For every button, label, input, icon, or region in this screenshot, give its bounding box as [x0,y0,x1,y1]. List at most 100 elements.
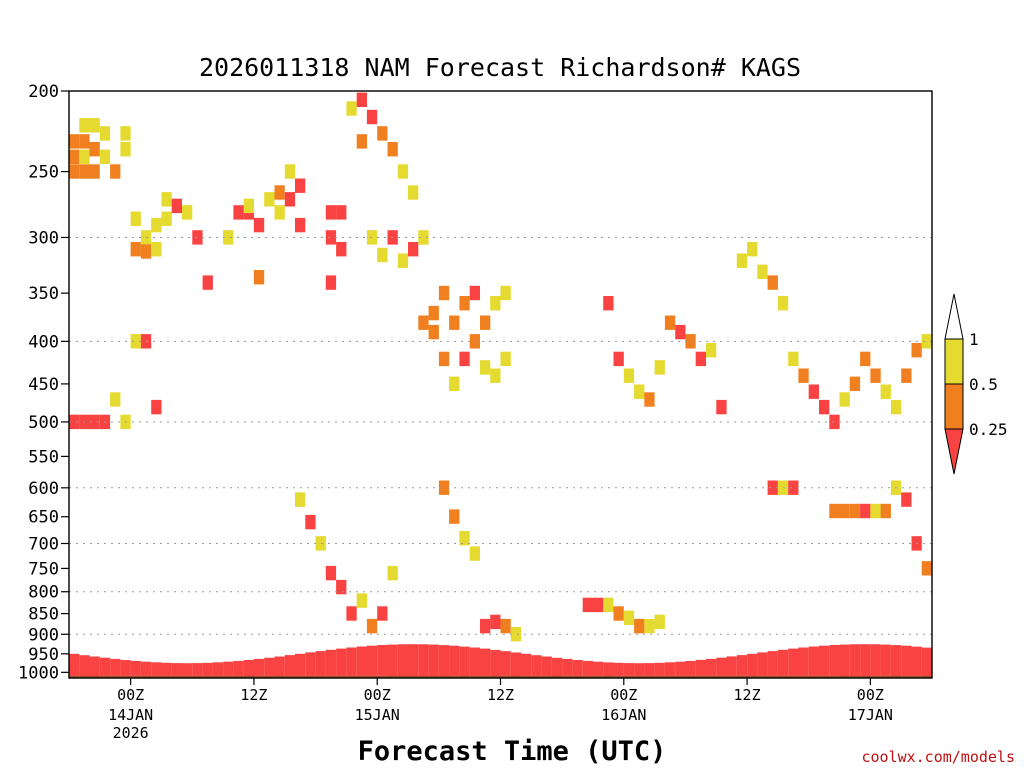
heatmap-cell [182,205,193,220]
heatmap-cell [438,351,450,367]
heatmap-cell [325,230,337,245]
heatmap-cell [736,253,748,268]
boundary-layer-cell [521,653,532,676]
boundary-layer-cell [408,644,419,676]
boundary-layer-cell [120,660,131,676]
heatmap-cell [654,360,665,375]
y-tick-label: 550 [28,447,59,467]
heatmap-cell [336,205,347,220]
heatmap-cell [377,247,388,263]
boundary-layer-cell [182,663,193,676]
heatmap-cell [295,492,306,507]
boundary-layer-cell [325,649,337,676]
heatmap-cell [356,134,367,149]
plot-area [69,92,932,678]
boundary-layer-cell [829,645,840,676]
heatmap-cell [79,164,90,179]
heatmap-cell [613,351,624,367]
heatmap-cell [130,211,141,226]
boundary-layer-cell [387,644,398,676]
heatmap-cell [99,126,111,141]
heatmap-cell [890,399,902,415]
heatmap-cell [295,178,306,193]
heatmap-cell [490,614,501,630]
heatmap-cell [397,164,409,179]
boundary-layer-cell [767,651,778,676]
boundary-layer-cell [469,647,480,676]
boundary-layer-cell [613,662,624,676]
heatmap-cell [500,351,511,367]
boundary-layer-cell [747,653,758,676]
heatmap-cell [469,285,480,301]
boundary-layer-cell [500,651,511,676]
heatmap-cell [356,92,367,107]
y-tick-label: 950 [28,645,59,665]
boundary-layer-cell [664,662,676,676]
heatmap-cell [880,384,891,399]
y-tick-label: 200 [28,82,59,102]
heatmap-cell [695,351,706,367]
heatmap-cell [284,192,296,207]
heatmap-cell [798,368,809,383]
heatmap-cell [397,253,409,268]
heatmap-cell [89,414,100,430]
x-tick-label: 00Z [117,686,144,704]
heatmap-cell [151,217,162,233]
boundary-layer-cell [901,645,912,676]
boundary-layer-cell [531,655,542,676]
heatmap-cell [480,315,491,330]
boundary-layer-cell [110,658,121,676]
boundary-layer-cell [562,658,573,676]
y-tick-label: 700 [28,534,59,554]
boundary-layer-cell [634,663,645,676]
boundary-layer-cell [480,648,491,676]
boundary-layer-cell [839,644,850,676]
legend-swatch [944,383,964,430]
boundary-layer-cell [459,646,470,676]
heatmap-cell [839,503,850,519]
heatmap-cell [613,606,624,621]
y-tick-label: 600 [28,479,59,499]
y-axis-ticks: 200 250 300 350 400 450 500 550 600 650 700 750 8008… [18,82,69,683]
heatmap-cell [253,270,265,285]
heatmap-cell [644,618,655,634]
boundary-layer-cell [212,662,224,676]
boundary-layer-cell [593,661,604,676]
heatmap-cell [336,242,347,257]
y-tick-label: 450 [28,375,59,395]
heatmap-cell [860,503,871,519]
boundary-layer-cell [757,652,768,676]
heatmap-cell [69,164,80,179]
boundary-layer-cell [192,663,203,676]
boundary-layer-cell [428,644,439,676]
heatmap-cell [223,230,234,245]
boundary-layer-cell [274,656,285,676]
heatmap-cell [284,164,296,179]
heatmap-cell [192,230,203,245]
y-tick-label: 300 [28,228,59,248]
heatmap-cell [377,126,388,141]
heatmap-cell [469,334,480,349]
boundary-layer-cell [284,655,296,676]
boundary-layer-cell [644,663,655,676]
boundary-layer-cell [356,646,367,676]
heatmap-cell [510,627,522,642]
heatmap-cell [644,392,655,407]
boundary-layer-cell [223,661,234,676]
y-tick-label: 900 [28,625,59,645]
heatmap-cell [295,217,306,233]
x-tick-sublabel: 15JAN [355,706,400,724]
boundary-layer-cell [798,647,809,676]
heatmap-cell [79,118,90,133]
heatmap-cell [346,606,357,621]
heatmap-cell [921,561,932,576]
x-tick-sublabel: 17JAN [848,706,893,724]
boundary-layer-cell [551,657,563,676]
heatmap-cell [438,285,450,301]
heatmap-cell [161,211,172,226]
heatmap-cell [449,315,460,330]
heatmap-cell [788,480,799,495]
legend-level-label: 0.5 [969,375,998,394]
boundary-layer-cell [880,644,891,676]
boundary-layer-cell [675,661,686,676]
